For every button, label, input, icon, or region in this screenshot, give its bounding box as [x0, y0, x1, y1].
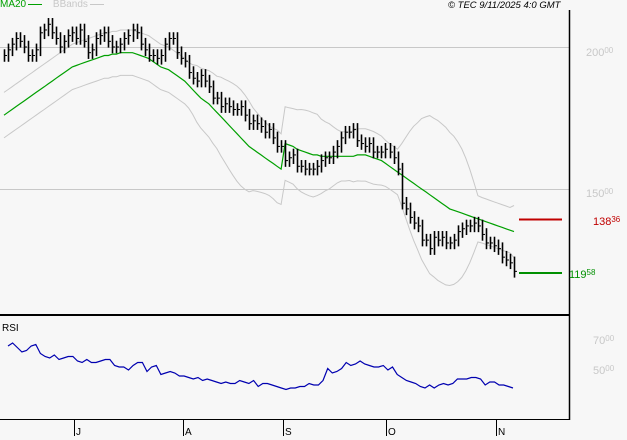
bollinger-bands	[3, 29, 515, 287]
bband-upper	[3, 29, 515, 209]
ma20-path	[3, 52, 515, 233]
rsi-path	[7, 342, 514, 391]
resistance-label: 13836	[593, 215, 620, 228]
rsi-tick-50-int: 50	[593, 365, 606, 377]
price-bars	[3, 18, 517, 278]
ma20-line	[3, 52, 515, 233]
price-tick-200-dec: 00	[604, 46, 614, 55]
resistance-dec: 36	[611, 215, 621, 224]
month-label-aug: A	[185, 427, 192, 438]
legend-bbands: BBands	[52, 0, 88, 10]
month-label-nov: N	[498, 427, 506, 438]
rsi-label: RSI	[2, 323, 19, 334]
chart-legend: MA20 BBands	[0, 0, 104, 10]
legend-ma20: MA20	[0, 0, 27, 10]
price-tick-150-dec: 00	[604, 187, 614, 196]
price-tick-200-int: 200	[586, 47, 605, 59]
bband-lower	[3, 74, 515, 287]
rsi-tick-70: 7000	[593, 334, 614, 347]
rsi-tick-70-dec: 00	[605, 334, 615, 343]
rsi-tick-50-dec: 00	[605, 364, 615, 373]
price-tick-150-int: 150	[586, 188, 605, 200]
rsi-tick-70-int: 70	[593, 335, 606, 347]
price-tick-150: 15000	[586, 187, 613, 200]
rsi-tick-50: 5000	[593, 364, 614, 377]
month-label-oct: O	[388, 427, 396, 438]
month-label-sep: S	[285, 427, 292, 438]
rsi-line	[7, 342, 514, 391]
legend-bbands-swatch	[89, 3, 104, 5]
legend-ma20-swatch	[28, 3, 43, 5]
month-label-jul: J	[76, 427, 81, 438]
support-label: 11958	[569, 268, 595, 281]
resistance-int: 138	[593, 216, 612, 228]
copyright-timestamp: © TEC 9/11/2025 4:0 GMT	[448, 0, 561, 11]
price-tick-200: 20000	[586, 46, 613, 59]
support-dec: 58	[586, 268, 596, 277]
support-int: 119	[569, 269, 587, 281]
